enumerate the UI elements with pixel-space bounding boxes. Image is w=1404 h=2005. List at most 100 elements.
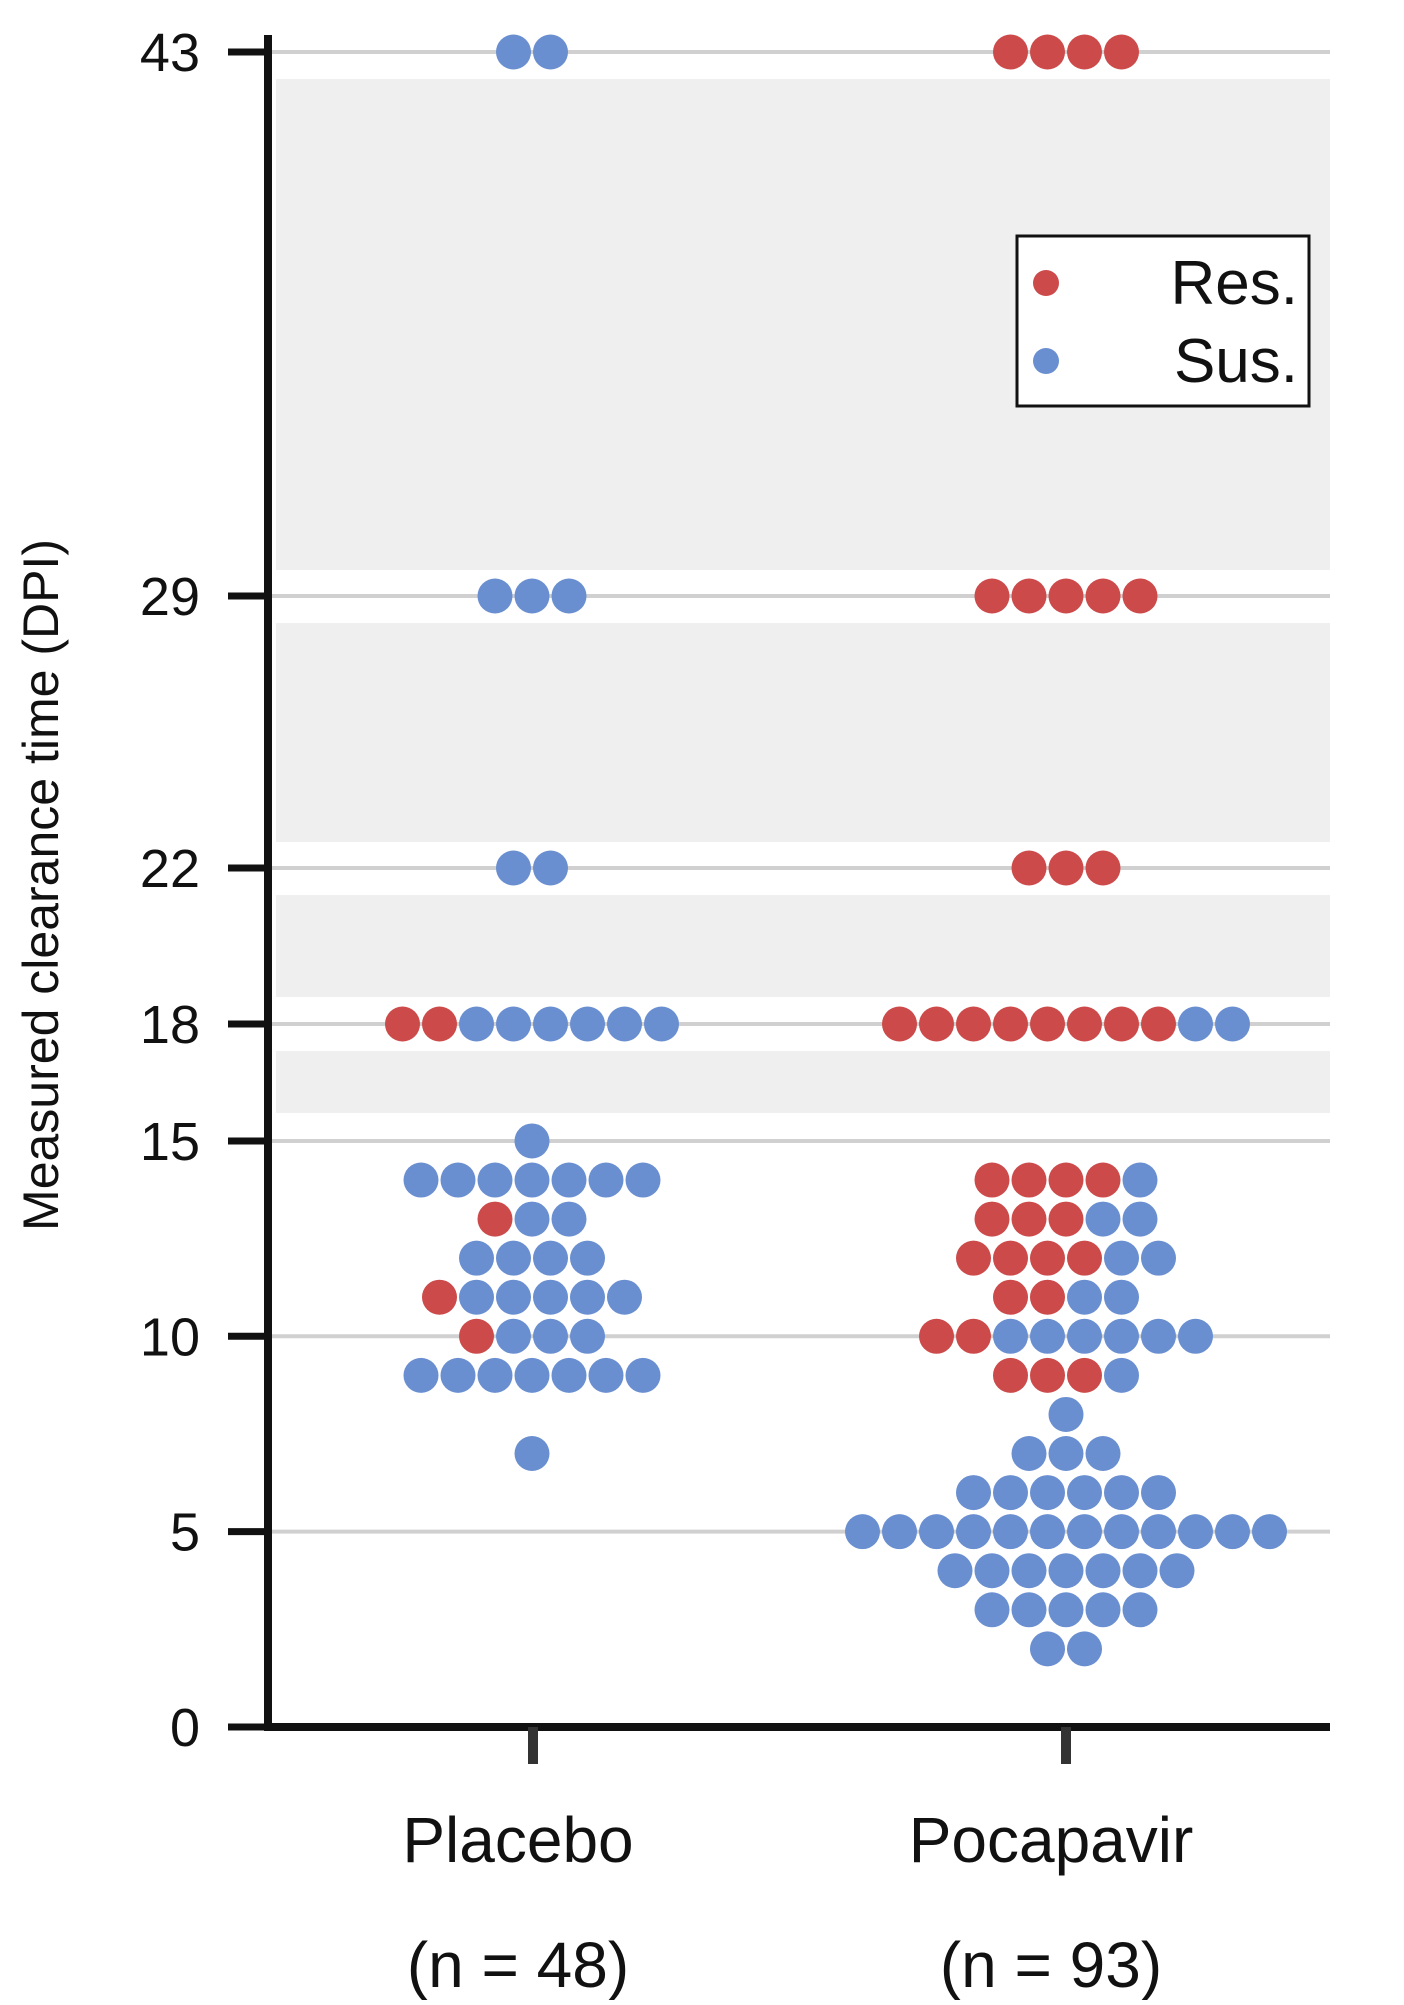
sus-point — [1030, 1514, 1065, 1550]
sus-point — [1011, 1436, 1047, 1472]
sus-point — [496, 1006, 531, 1042]
res-point — [1067, 1006, 1102, 1042]
sus-point — [570, 1279, 605, 1315]
sus-point — [1104, 1240, 1139, 1276]
legend-marker — [1033, 348, 1059, 374]
res-point — [993, 1279, 1028, 1315]
sus-point — [570, 1318, 605, 1354]
sus-point — [625, 1357, 661, 1393]
sus-point — [1085, 1436, 1121, 1472]
sus-point — [1011, 1592, 1047, 1628]
res-point — [974, 1162, 1010, 1198]
sus-point — [440, 1162, 476, 1198]
res-point — [1048, 850, 1084, 886]
y-tick-label: 10 — [140, 1307, 200, 1367]
res-point — [459, 1318, 494, 1354]
x-category-labels: Placebo (n = 48) Pocapavir (n = 93) — [402, 1804, 1194, 2001]
res-point — [1067, 34, 1102, 70]
res-point — [477, 1201, 513, 1237]
data-points — [385, 34, 1287, 1667]
legend-label: Sus. — [1174, 327, 1298, 396]
sus-point — [496, 850, 531, 886]
sus-point — [1178, 1318, 1213, 1354]
sus-point — [1104, 1357, 1139, 1393]
res-point — [882, 1006, 917, 1042]
res-point — [993, 1006, 1028, 1042]
res-point — [993, 1240, 1028, 1276]
y-tick-label: 15 — [140, 1112, 200, 1172]
res-point — [919, 1006, 954, 1042]
res-point — [1104, 34, 1139, 70]
res-point — [956, 1318, 991, 1354]
sus-point — [496, 34, 531, 70]
legend-label: Res. — [1171, 249, 1298, 318]
sus-point — [1104, 1475, 1139, 1511]
sus-point — [1122, 1162, 1158, 1198]
sus-point — [570, 1240, 605, 1276]
axes — [228, 35, 1330, 1764]
sus-point — [1048, 1436, 1084, 1472]
y-tick-label: 5 — [170, 1503, 200, 1563]
y-tick-label: 18 — [140, 995, 200, 1055]
res-point — [1011, 578, 1047, 614]
res-point — [1085, 850, 1121, 886]
sus-point — [1011, 1553, 1047, 1589]
sus-point — [1085, 1201, 1121, 1237]
sus-point — [937, 1553, 973, 1589]
sus-point — [1141, 1318, 1176, 1354]
sus-point — [1141, 1514, 1176, 1550]
res-point — [956, 1240, 991, 1276]
sus-point — [1048, 1592, 1084, 1628]
sus-point — [459, 1240, 494, 1276]
res-point — [1085, 578, 1121, 614]
res-point — [1030, 1357, 1065, 1393]
res-point — [993, 1357, 1028, 1393]
sus-point — [403, 1357, 439, 1393]
res-point — [1011, 850, 1047, 886]
sus-point — [533, 850, 568, 886]
sus-point — [1085, 1592, 1121, 1628]
sus-point — [974, 1592, 1010, 1628]
sus-point — [588, 1162, 624, 1198]
sus-point — [533, 1279, 568, 1315]
sus-point — [607, 1006, 642, 1042]
sus-point — [1067, 1318, 1102, 1354]
sus-point — [514, 1436, 550, 1472]
sus-point — [1141, 1240, 1176, 1276]
sus-point — [974, 1553, 1010, 1589]
legend: Res. Sus. — [1015, 234, 1311, 408]
sus-point — [459, 1006, 494, 1042]
sus-point — [1104, 1318, 1139, 1354]
sus-point — [956, 1514, 991, 1550]
y-tick-label: 0 — [170, 1698, 200, 1758]
axis-break-band — [276, 1051, 1330, 1113]
sus-point — [514, 1162, 550, 1198]
sus-point — [459, 1279, 494, 1315]
res-point — [1048, 578, 1084, 614]
res-point — [1067, 1357, 1102, 1393]
res-point — [1048, 1162, 1084, 1198]
sus-point — [551, 1201, 587, 1237]
sus-point — [1178, 1514, 1213, 1550]
sus-point — [514, 1123, 550, 1159]
sus-point — [1122, 1201, 1158, 1237]
y-tick-labels: 0 5 10 15 18 22 29 43 — [140, 23, 200, 1758]
sus-point — [644, 1006, 679, 1042]
sus-point — [1067, 1279, 1102, 1315]
sus-point — [625, 1162, 661, 1198]
sus-point — [956, 1475, 991, 1511]
x-category-label: Pocapavir — [909, 1804, 1194, 1876]
sus-point — [514, 1357, 550, 1393]
res-point — [1122, 578, 1158, 614]
sus-point — [551, 1357, 587, 1393]
sus-point — [533, 34, 568, 70]
sus-point — [440, 1357, 476, 1393]
sus-point — [588, 1357, 624, 1393]
sus-point — [1104, 1514, 1139, 1550]
sus-point — [882, 1514, 917, 1550]
sus-point — [533, 1318, 568, 1354]
sus-point — [845, 1514, 880, 1550]
res-point — [1030, 1240, 1065, 1276]
